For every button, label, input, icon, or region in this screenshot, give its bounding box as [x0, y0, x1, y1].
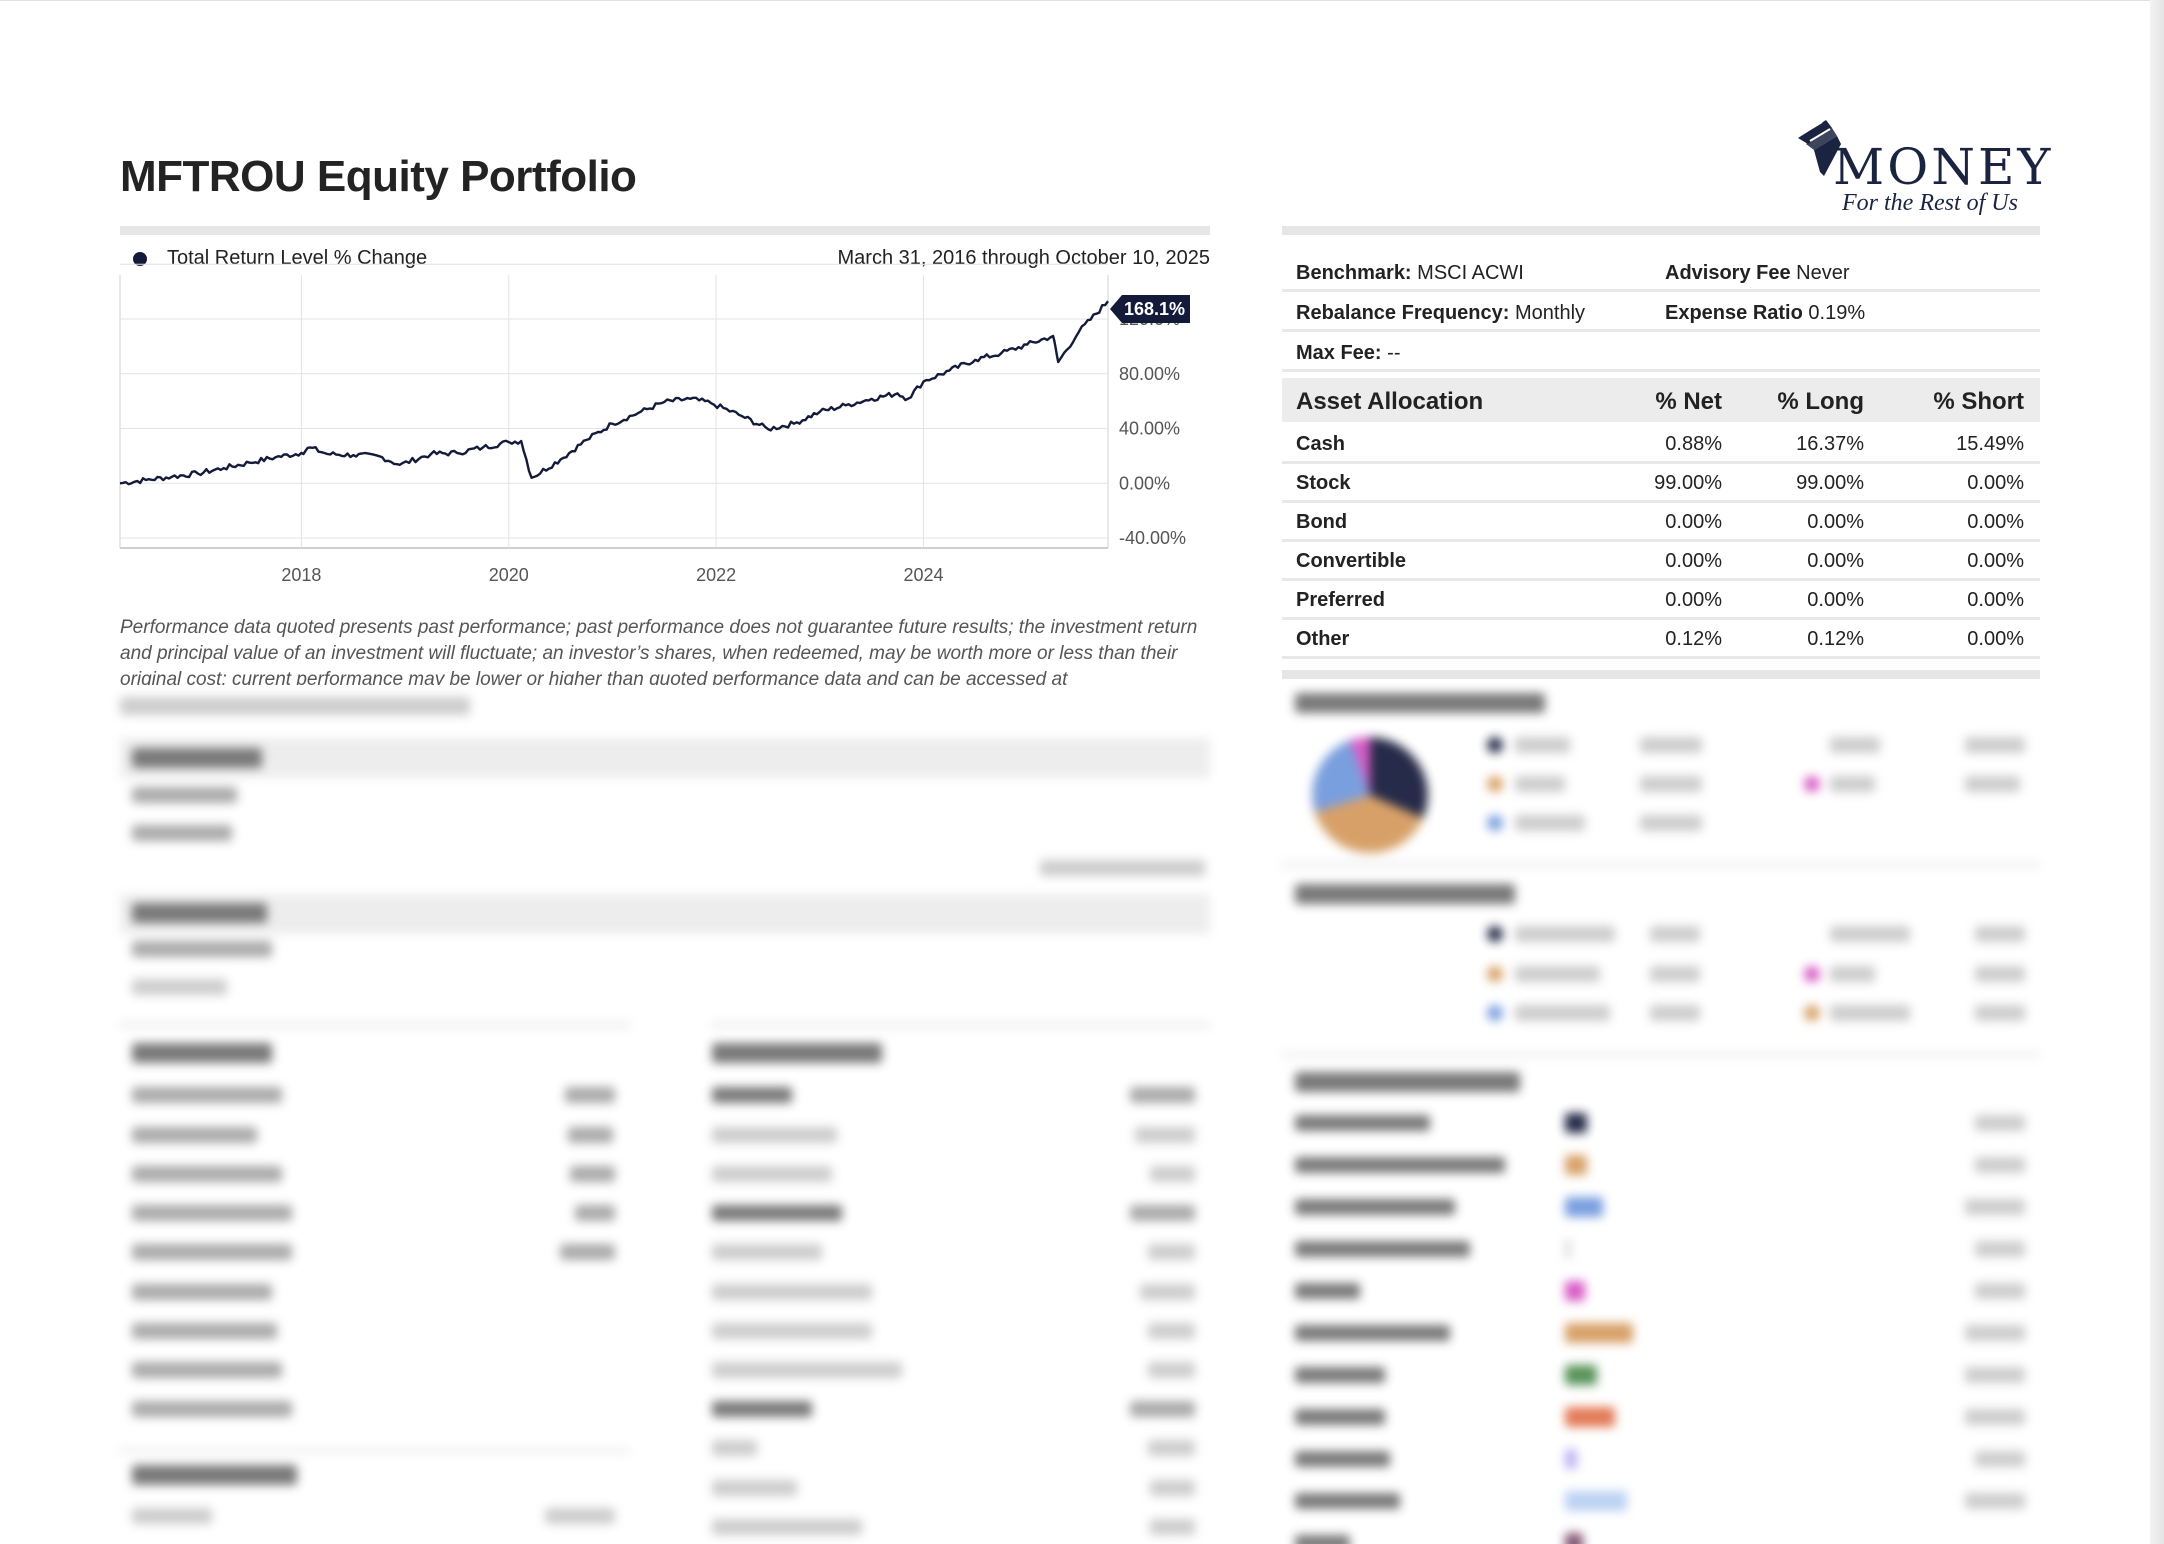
last-value-text: 168.1%: [1124, 299, 1185, 319]
date-range: March 31, 2016 through October 10, 2025: [837, 247, 1210, 269]
chart-grid: [119, 263, 1109, 549]
allocation-long: 0.00%: [1807, 550, 1864, 572]
allocation-net: 99.00%: [1654, 472, 1722, 494]
allocation-short: 15.49%: [1956, 433, 2024, 455]
section-divider-bar: [1282, 670, 2040, 679]
col-short-header: % Short: [1933, 388, 2024, 415]
x-tick-label: 2020: [489, 565, 529, 585]
last-value-label: 168.1%: [1110, 295, 1190, 323]
rebalance-label: Rebalance Frequency:: [1296, 302, 1510, 324]
allocation-long: 99.00%: [1796, 472, 1864, 494]
allocation-net: 0.00%: [1665, 511, 1722, 533]
allocation-label: Preferred: [1296, 589, 1385, 611]
allocation-short: 0.00%: [1967, 628, 2024, 650]
allocation-long: 16.37%: [1796, 433, 1864, 455]
x-axis-ticks: 2018 2020 2022 2024: [281, 565, 943, 585]
chart-header-bar: [120, 226, 1210, 235]
allocation-row-convertible: Convertible 0.00% 0.00% 0.00%: [1282, 542, 2040, 581]
x-tick-label: 2018: [281, 565, 321, 585]
allocation-long: 0.00%: [1807, 589, 1864, 611]
page-title: MFTROU Equity Portfolio: [120, 152, 637, 201]
total-return-line: [119, 300, 1109, 486]
legend-label: Total Return Level % Change: [167, 247, 428, 269]
page-edge-shadow: [2150, 0, 2164, 1544]
y-tick-label: 0.00%: [1119, 473, 1170, 493]
x-tick-label: 2024: [903, 565, 943, 585]
allocation-row-preferred: Preferred 0.00% 0.00% 0.00%: [1282, 581, 2040, 620]
benchmark-label: Benchmark:: [1296, 262, 1412, 284]
allocation-net: 0.88%: [1665, 433, 1722, 455]
logo-wordmark: MONEY: [1833, 138, 2054, 196]
x-tick-label: 2022: [696, 565, 736, 585]
allocation-label: Cash: [1296, 433, 1345, 455]
allocation-long: 0.12%: [1807, 628, 1864, 650]
max-fee-label: Max Fee:: [1296, 342, 1382, 364]
asset-allocation-header: Asset Allocation % Net % Long % Short: [1282, 378, 2040, 422]
allocation-label: Other: [1296, 628, 1350, 650]
allocation-row-bond: Bond 0.00% 0.00% 0.00%: [1282, 503, 2040, 542]
max-fee-value: --: [1387, 342, 1401, 364]
advisory-fee-label: Advisory Fee: [1665, 262, 1791, 284]
y-tick-label: 80.00%: [1119, 364, 1180, 384]
allocation-row-other: Other 0.12% 0.12% 0.00%: [1282, 620, 2040, 659]
info-row-rebalance: Rebalance Frequency: Monthly Expense Rat…: [1282, 292, 2040, 332]
allocation-label: Bond: [1296, 511, 1348, 533]
y-tick-label: -40.00%: [1119, 528, 1186, 548]
allocation-short: 0.00%: [1967, 550, 2024, 572]
y-axis-ticks: 120.0%80.00%40.00%0.00%-40.00%: [1119, 309, 1186, 548]
top-border: [0, 0, 2164, 1]
rebalance-value: Monthly: [1514, 302, 1586, 324]
money-logo: MONEY For the Rest of Us: [1792, 114, 2050, 220]
info-header-bar: [1282, 226, 2040, 235]
info-row-benchmark: Benchmark: MSCI ACWI Advisory Fee Never: [1282, 252, 2040, 292]
y-tick-label: 40.00%: [1119, 419, 1180, 439]
allocation-net: 0.00%: [1665, 550, 1722, 572]
money-logo-icon: [1798, 120, 1841, 176]
legend-marker-icon: [133, 252, 147, 266]
asset-allocation-title: Asset Allocation: [1296, 388, 1484, 415]
expense-ratio-label: Expense Ratio: [1665, 302, 1803, 324]
allocation-label: Stock: [1296, 472, 1351, 494]
info-row-max-fee: Max Fee: --: [1282, 332, 2040, 372]
advisory-fee-value: Never: [1796, 262, 1850, 284]
allocation-net: 0.12%: [1665, 628, 1722, 650]
benchmark-value: MSCI ACWI: [1417, 262, 1524, 284]
performance-disclaimer: Performance data quoted presents past pe…: [120, 617, 1198, 685]
col-net-header: % Net: [1655, 388, 1722, 415]
allocation-net: 0.00%: [1665, 589, 1722, 611]
allocation-short: 0.00%: [1967, 472, 2024, 494]
allocation-label: Convertible: [1296, 550, 1407, 572]
allocation-short: 0.00%: [1967, 589, 2024, 611]
expense-ratio-value: 0.19%: [1808, 302, 1866, 324]
allocation-row-stock: Stock 99.00% 99.00% 0.00%: [1282, 464, 2040, 503]
allocation-row-cash: Cash 0.88% 16.37% 15.49%: [1282, 425, 2040, 464]
logo-tagline: For the Rest of Us: [1842, 190, 2018, 216]
allocation-long: 0.00%: [1807, 511, 1864, 533]
allocation-short: 0.00%: [1967, 511, 2024, 533]
col-long-header: % Long: [1777, 388, 1864, 415]
